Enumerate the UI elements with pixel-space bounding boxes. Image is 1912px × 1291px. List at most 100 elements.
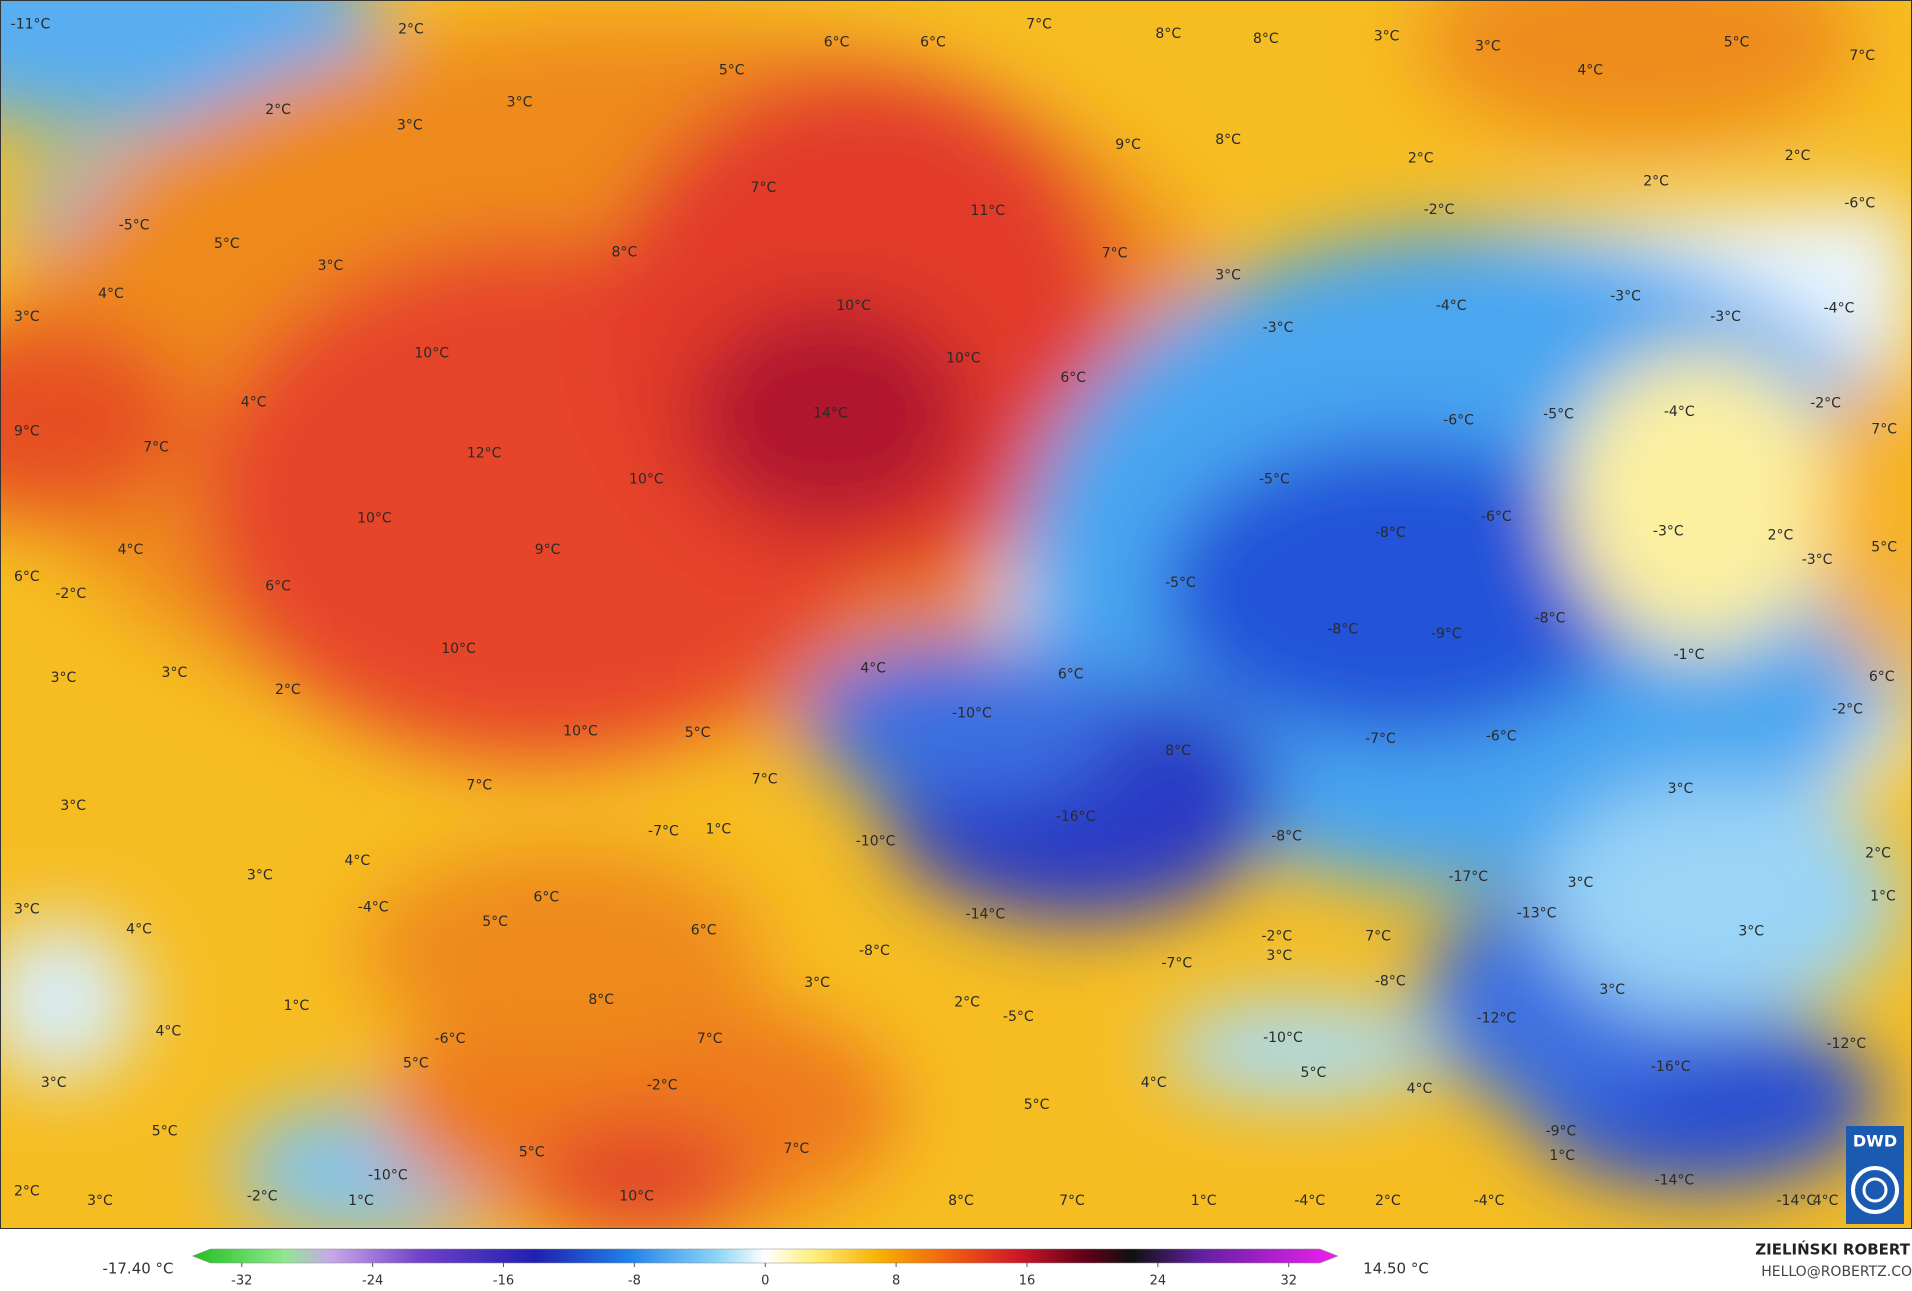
temperature-label: -6°C — [435, 1031, 466, 1047]
logo-text: DWD — [1853, 1132, 1897, 1151]
temperature-label: -2°C — [1261, 929, 1292, 945]
author: ZIELIŃSKI ROBERT — [1755, 1240, 1910, 1259]
temperature-label: 12°C — [467, 446, 502, 462]
temperature-label: 6°C — [920, 35, 946, 51]
temperature-label: 4°C — [126, 921, 152, 937]
temperature-label: 6°C — [1060, 370, 1086, 386]
temperature-label: 7°C — [1849, 48, 1875, 64]
temperature-label: -8°C — [1375, 974, 1406, 990]
temperature-label: -10°C — [952, 705, 992, 721]
temperature-label: 4°C — [155, 1024, 181, 1040]
temperature-label: -8°C — [1535, 610, 1566, 626]
temperature-label: -9°C — [1431, 626, 1462, 642]
temperature-label: -14°C — [1776, 1193, 1816, 1209]
temperature-label: -4°C — [1664, 404, 1695, 420]
temperature-label: 5°C — [519, 1144, 545, 1160]
temperature-label: 4°C — [1141, 1075, 1167, 1091]
temperature-label: 5°C — [719, 63, 745, 79]
temperature-label: 2°C — [1375, 1193, 1401, 1209]
temperature-label: -3°C — [1263, 320, 1294, 336]
temperature-label: 8°C — [1165, 743, 1191, 759]
temperature-label: 2°C — [1768, 527, 1794, 543]
temperature-label: 2°C — [275, 682, 301, 698]
colorbar-tick-label: 16 — [1019, 1274, 1036, 1288]
temperature-label: 3°C — [87, 1193, 113, 1209]
temperature-label: 10°C — [836, 298, 871, 314]
temperature-label: -4°C — [1294, 1193, 1325, 1209]
temperature-label: 5°C — [1724, 35, 1750, 51]
temperature-label: 3°C — [247, 868, 273, 884]
temperature-label: 1°C — [1549, 1148, 1575, 1164]
temperature-label: 5°C — [1024, 1097, 1050, 1113]
temperature-label: 4°C — [344, 853, 370, 869]
temperature-label: 5°C — [1871, 540, 1897, 556]
temperature-label: 3°C — [397, 118, 423, 134]
temperature-label: 2°C — [265, 102, 291, 118]
colorbar: -32 -24 -16 -8 0 8 16 24 32 — [191, 1248, 1339, 1289]
temperature-label: -3°C — [1653, 524, 1684, 540]
temperature-label: 3°C — [804, 975, 830, 991]
temperature-label: 4°C — [1407, 1081, 1433, 1097]
temperature-label: -5°C — [1543, 407, 1574, 423]
temperature-label: -5°C — [1165, 575, 1196, 591]
temperature-label: 2°C — [954, 994, 980, 1010]
temperature-label: 6°C — [1869, 669, 1895, 685]
temperature-label: 2°C — [1865, 846, 1891, 862]
temperature-label: 7°C — [1059, 1193, 1085, 1209]
temperature-label: 10°C — [619, 1188, 654, 1204]
min-temperature: -17.40 °C — [102, 1260, 173, 1278]
temperature-label: -16°C — [1056, 809, 1096, 825]
email: HELLO@ROBERTZ.CO — [1761, 1264, 1912, 1280]
temperature-label: 3°C — [1738, 924, 1764, 940]
temperature-label: 7°C — [783, 1141, 809, 1157]
temperature-label: 2°C — [398, 21, 424, 37]
temperature-label: 1°C — [1870, 888, 1896, 904]
colorbar-tick-label: 0 — [761, 1274, 769, 1288]
temperature-field — [0, 0, 1912, 1229]
temperature-label: 7°C — [1102, 246, 1128, 262]
colorbar-tick-label: 8 — [892, 1274, 900, 1288]
temperature-label: -11°C — [11, 16, 51, 32]
temperature-label: 4°C — [118, 542, 144, 558]
temperature-label: 10°C — [629, 471, 664, 487]
temperature-label: 5°C — [1301, 1065, 1327, 1081]
temperature-label: 7°C — [697, 1031, 723, 1047]
temperature-label: -12°C — [1826, 1036, 1866, 1052]
temperature-label: -8°C — [1271, 829, 1302, 845]
temperature-label: 10°C — [946, 351, 981, 367]
temperature-label: -4°C — [1824, 301, 1855, 317]
temperature-label: 6°C — [533, 890, 559, 906]
temperature-label: 1°C — [348, 1193, 374, 1209]
temperature-label: -13°C — [1517, 905, 1557, 921]
temperature-label: 3°C — [318, 258, 344, 274]
temperature-label: 14°C — [813, 405, 848, 421]
temperature-label: 7°C — [466, 777, 492, 793]
colorbar-tick-label: 24 — [1150, 1274, 1167, 1288]
temperature-label: -2°C — [1424, 202, 1455, 218]
temperature-label: -5°C — [1259, 471, 1290, 487]
temperature-label: -6°C — [1443, 413, 1474, 429]
temperature-label: 10°C — [357, 510, 392, 526]
temperature-label: 5°C — [403, 1055, 429, 1071]
temperature-label: -6°C — [1481, 509, 1512, 525]
temperature-label: 11°C — [970, 203, 1005, 219]
temperature-label: 8°C — [1253, 31, 1279, 47]
temperature-label: 10°C — [441, 641, 476, 657]
temperature-label: 3°C — [1266, 948, 1292, 964]
temperature-label: -14°C — [1655, 1172, 1695, 1188]
temperature-label: -7°C — [648, 824, 679, 840]
colorbar-tick-label: -32 — [231, 1274, 252, 1288]
labels: -11°C 2°C 6°C 6°C 7°C 8°C 8°C 3°C 3°C 4°C 5°C 7°C 5°… — [11, 16, 1898, 1209]
temperature-label: 9°C — [535, 542, 561, 558]
temperature-label: 3°C — [1568, 875, 1594, 891]
temperature-label: 5°C — [685, 725, 711, 741]
temperature-label: 4°C — [1813, 1193, 1839, 1209]
temperature-label: 6°C — [14, 569, 40, 585]
temperature-label: -2°C — [1810, 396, 1841, 412]
temperature-label: 3°C — [1215, 268, 1241, 284]
colorbar-tick-label: -24 — [362, 1274, 383, 1288]
temperature-label: -9°C — [1546, 1124, 1577, 1140]
temperature-label: -14°C — [966, 907, 1006, 923]
